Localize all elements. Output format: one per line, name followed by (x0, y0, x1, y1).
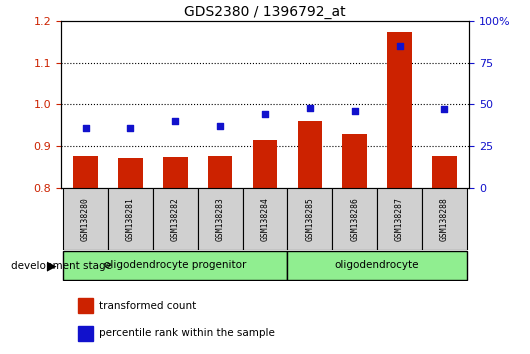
FancyBboxPatch shape (63, 188, 108, 250)
FancyBboxPatch shape (63, 251, 287, 280)
FancyBboxPatch shape (243, 188, 287, 250)
Bar (163, 157, 188, 188)
Bar (342, 133, 367, 188)
Text: GSM138285: GSM138285 (305, 197, 314, 240)
FancyBboxPatch shape (287, 188, 332, 250)
FancyBboxPatch shape (332, 188, 377, 250)
Bar (78, 298, 93, 313)
Text: transformed count: transformed count (99, 301, 196, 310)
Point (440, 107, 448, 112)
Bar (73, 156, 98, 188)
Bar (432, 156, 457, 188)
Text: GSM138286: GSM138286 (350, 197, 359, 240)
Text: oligodendrocyte progenitor: oligodendrocyte progenitor (104, 261, 246, 270)
Text: GSM138281: GSM138281 (126, 197, 135, 240)
Title: GDS2380 / 1396792_at: GDS2380 / 1396792_at (184, 5, 346, 19)
Text: percentile rank within the sample: percentile rank within the sample (99, 329, 275, 338)
FancyBboxPatch shape (377, 188, 422, 250)
Text: GSM138288: GSM138288 (440, 197, 449, 240)
Point (261, 112, 269, 117)
Text: oligodendrocyte: oligodendrocyte (335, 261, 419, 270)
Text: GSM138282: GSM138282 (171, 197, 180, 240)
Bar (78, 326, 93, 341)
Point (171, 118, 180, 124)
FancyBboxPatch shape (198, 188, 243, 250)
Text: GSM138287: GSM138287 (395, 197, 404, 240)
Point (126, 125, 135, 131)
Point (216, 123, 224, 129)
Bar (118, 158, 143, 188)
Point (395, 44, 404, 49)
Bar (208, 156, 233, 188)
FancyBboxPatch shape (153, 188, 198, 250)
Text: GSM138284: GSM138284 (261, 197, 269, 240)
FancyBboxPatch shape (108, 188, 153, 250)
Text: development stage: development stage (11, 261, 112, 271)
Bar (297, 121, 322, 188)
Text: GSM138280: GSM138280 (81, 197, 90, 240)
Text: ▶: ▶ (47, 260, 57, 273)
FancyBboxPatch shape (287, 251, 467, 280)
Point (82, 125, 90, 131)
Bar (387, 32, 412, 188)
Bar (253, 140, 277, 188)
Point (306, 105, 314, 110)
FancyBboxPatch shape (422, 188, 467, 250)
Text: GSM138283: GSM138283 (216, 197, 225, 240)
Point (350, 108, 359, 114)
